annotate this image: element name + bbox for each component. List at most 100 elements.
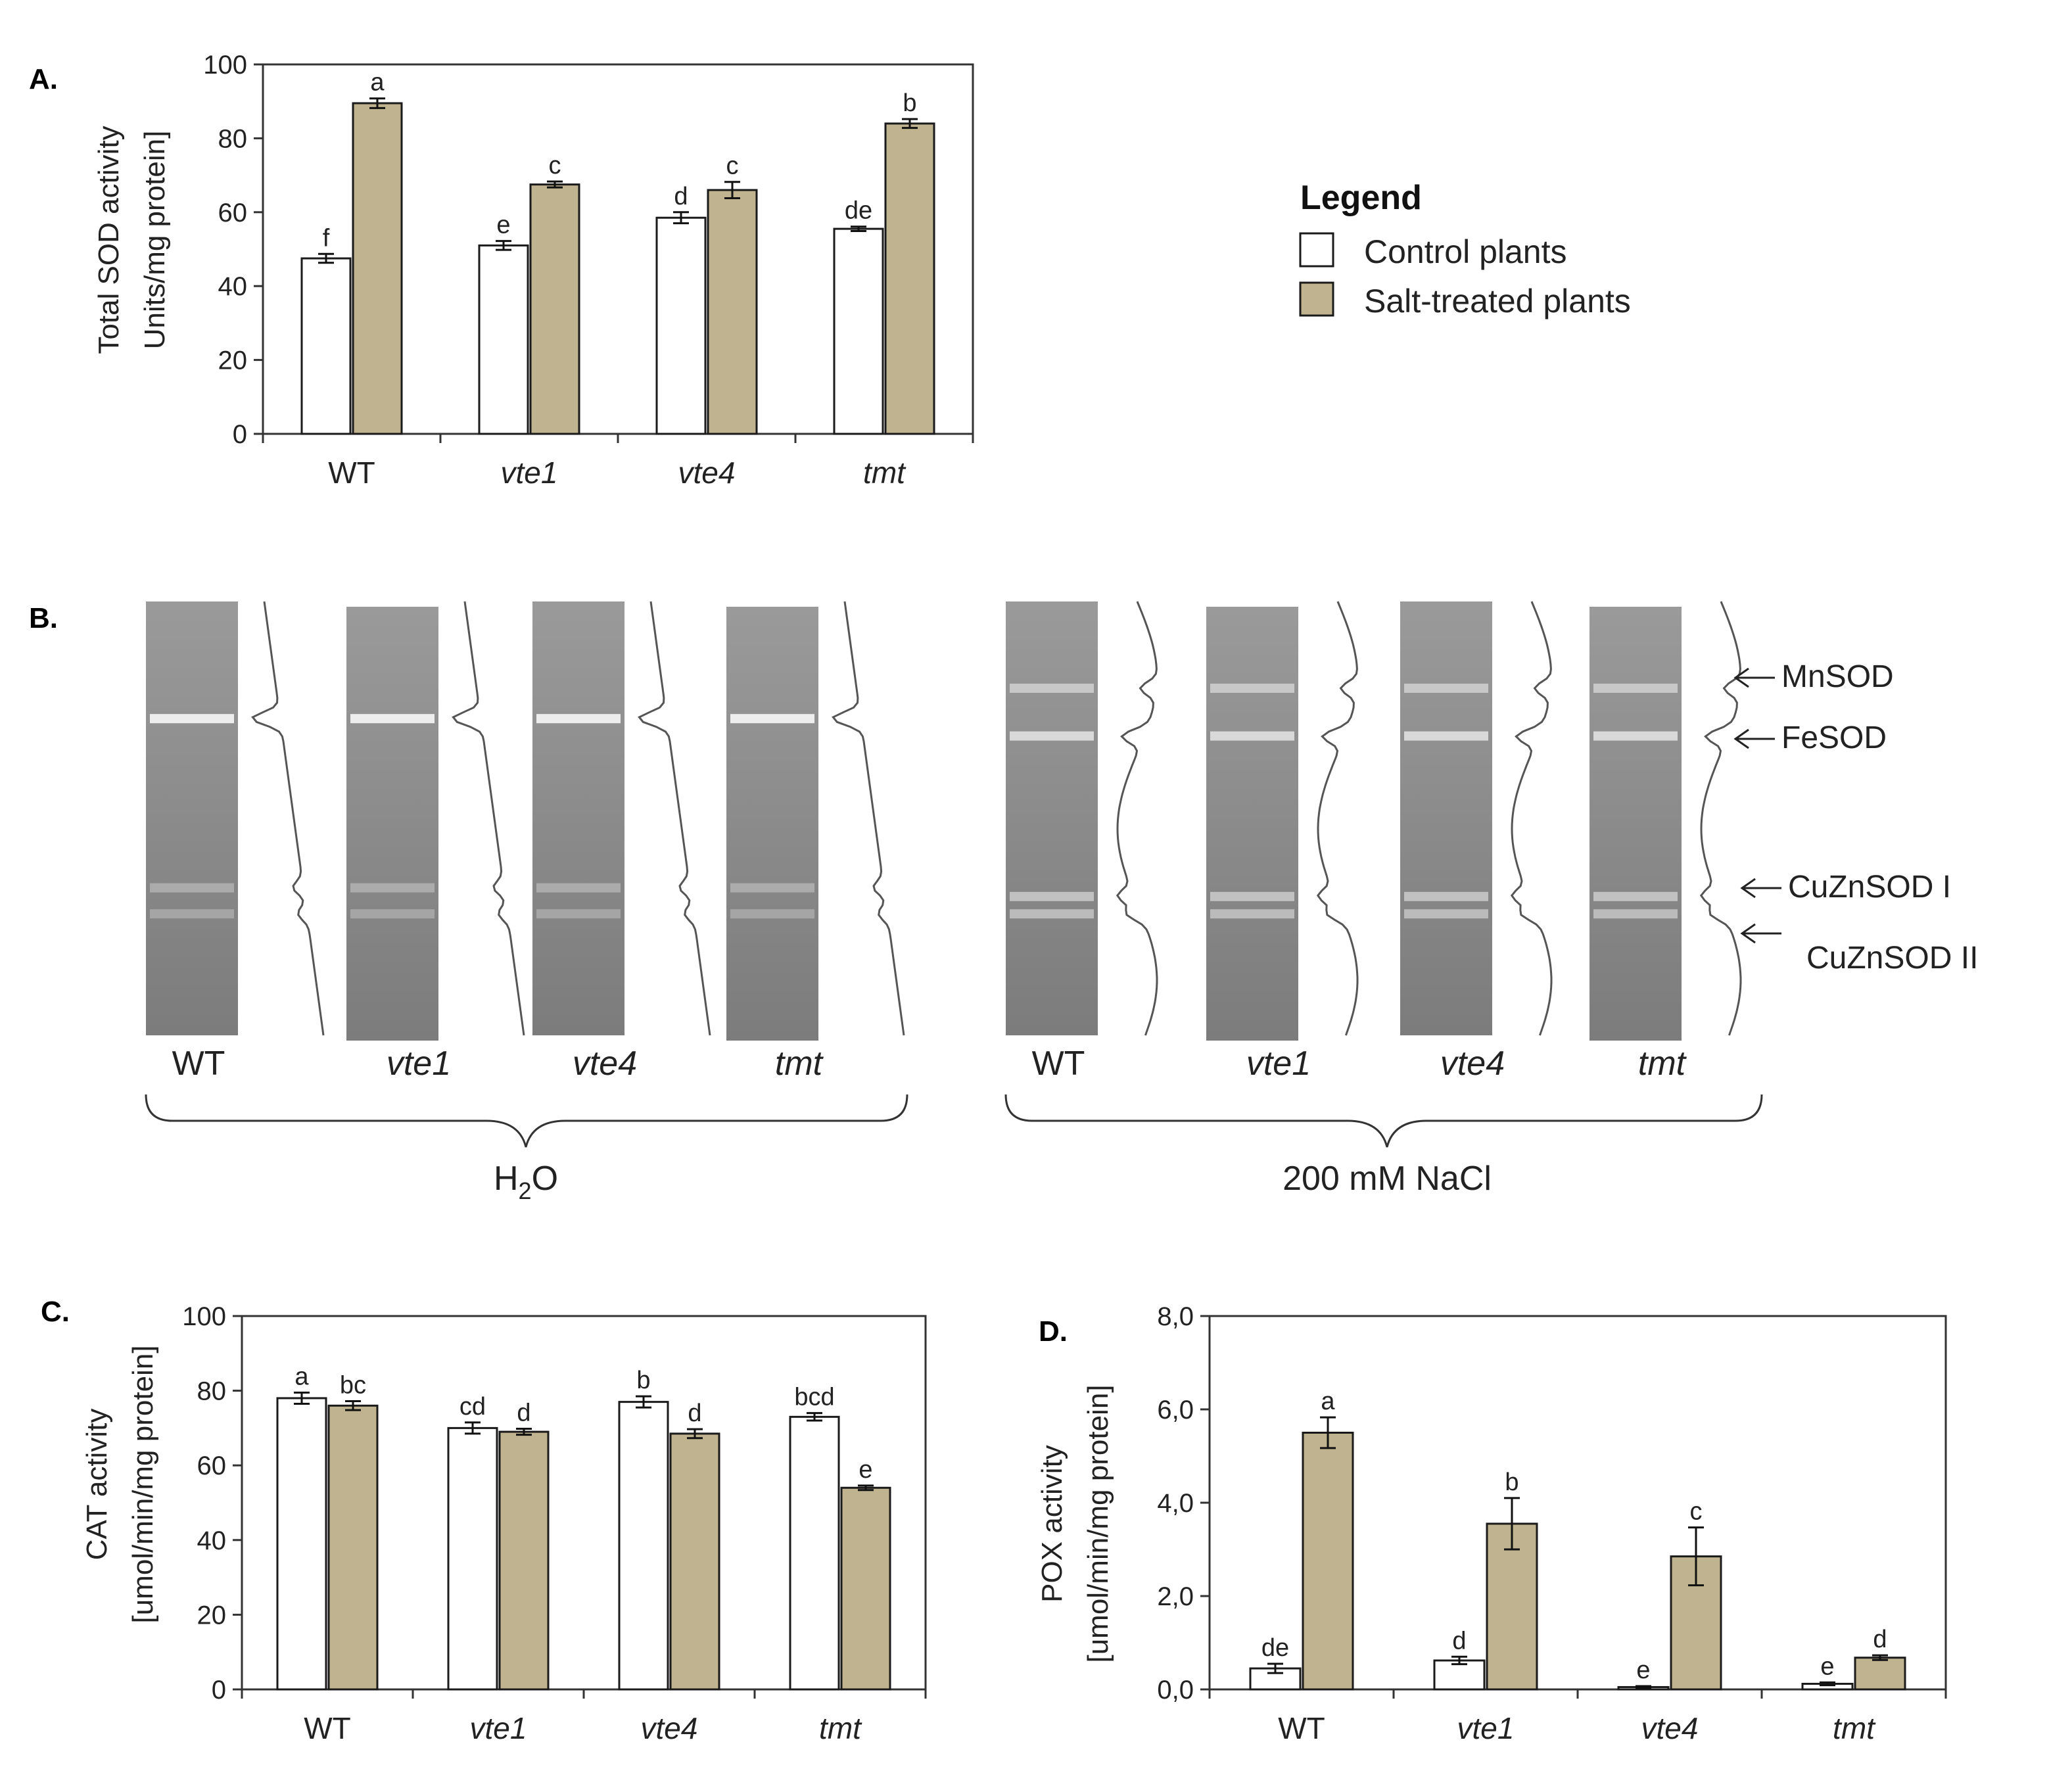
band-arrow-head [1740,878,1756,899]
band-arrow-head [1733,667,1749,688]
gel-lane-label: WT [1032,1045,1085,1083]
y-tick-label: 0 [212,1676,226,1705]
band-label: CuZnSOD I [1788,870,1951,905]
significance-label: a [1321,1388,1335,1415]
gel-lane [346,607,438,1041]
band-arrow-head [1733,728,1749,749]
bar-control [478,244,529,435]
significance-label: de [845,197,872,225]
gel-band [350,714,435,724]
gel-band [1210,909,1294,919]
y-tick-label: 0 [233,420,247,449]
gel-band [1210,891,1294,901]
y-tick-label: 60 [218,199,248,227]
significance-label: b [903,89,916,117]
gel-band [536,714,621,724]
significance-label: c [726,153,739,180]
gel-lane-label: WT [172,1045,225,1083]
panel-b-zymogram: B. WT vte1 vte4 tmt WT vte1 vte4 tmt MnSOD FeSOD… [29,601,1978,1204]
gel-lane-label: tmt [1638,1045,1687,1083]
gel-lane-label: tmt [775,1045,824,1083]
category-label: WT [1278,1711,1325,1745]
y-tick-label: 4,0 [1157,1489,1194,1518]
category-label: vte4 [678,456,736,490]
gel-band [150,714,234,724]
category-label: tmt [863,456,906,490]
category-label: vte4 [641,1711,698,1745]
significance-label: e [1636,1657,1650,1684]
significance-label: b [1505,1469,1519,1496]
densitometry-trace [1510,601,1553,1036]
y-tick-label: 60 [197,1451,227,1480]
bar-control [447,1426,498,1691]
densitometry-trace [1116,601,1158,1036]
condition-water: H2O [494,1160,558,1204]
gel-band [1404,731,1488,741]
gel-lane-label: vte1 [387,1045,451,1083]
gel-band [1010,891,1094,901]
panel-d-letter: D. [1039,1315,1068,1348]
gel-band [730,909,814,919]
y-tick-label: 40 [197,1526,227,1555]
gel-band [350,909,435,919]
densitometry-trace [452,601,525,1036]
significance-label: c [549,152,561,179]
significance-label: f [323,224,330,252]
gel-lane [1400,601,1492,1035]
significance-label: c [1690,1498,1703,1526]
category-label: tmt [1833,1711,1876,1745]
gel-band [1210,731,1294,741]
gel-lane-labels: WT vte1 vte4 tmt WT vte1 vte4 tmt [172,1045,1687,1083]
category-label: vte1 [470,1711,527,1745]
significance-label: a [370,69,385,97]
significance-label: cd [459,1393,486,1421]
gel-band [1010,731,1094,741]
gel-lane [146,601,238,1035]
panel-d-pox-chart: D. POX activity [umol/min/mg protein] 0,… [1036,1302,1947,1745]
band-label: MnSOD [1781,659,1894,694]
legend-swatch-salt [1299,281,1334,317]
gel-lane-label: vte1 [1246,1045,1311,1083]
panel-c-ylabel-line1: CAT activity [81,1409,113,1561]
significance-label: bc [340,1372,366,1400]
band-label: CuZnSOD II [1806,941,1978,976]
panel-d-ylabel-line2: [umol/min/mg protein] [1082,1384,1114,1662]
panel-c-letter: C. [41,1296,70,1328]
category-label: tmt [819,1711,862,1745]
gel-band [150,883,234,893]
panel-a-ylabel-line2: Units/mg protein] [139,131,171,350]
category-label: WT [328,456,375,490]
legend-item-salt: Salt-treated plants [1364,283,1631,319]
gel-lane [1006,601,1098,1035]
bar-control [300,257,352,435]
panel-d-plot: 0,0 2,0 4,0 6,0 8,0 WT de a vte1 d b vte4 e c tmt e d [1157,1302,1947,1745]
densitometry-trace [251,601,325,1036]
significance-label: e [496,212,510,239]
densitometry-trace [832,601,905,1036]
significance-label: d [688,1400,701,1427]
bar-salt [1302,1432,1354,1691]
bar-control [789,1415,840,1691]
bar-salt [352,102,403,435]
gel-band-labels: MnSOD FeSOD CuZnSOD I CuZnSOD II [1733,659,1978,976]
gel-lane-label: vte4 [1440,1045,1505,1083]
significance-label: d [674,183,688,210]
y-tick-label: 100 [182,1302,226,1331]
category-label: vte1 [1457,1711,1515,1745]
significance-label: d [1452,1627,1466,1655]
significance-label: b [636,1367,650,1394]
bar-salt [529,183,580,435]
gel-lane [532,601,624,1035]
bar-control [655,216,707,435]
gel-band [1010,909,1094,919]
bar-control [618,1401,669,1691]
bar-control [1433,1659,1486,1691]
densitometry-trace [1316,601,1359,1036]
gel-lane [1589,607,1682,1041]
significance-label: a [294,1363,309,1390]
gel-band [1593,684,1678,693]
bar-salt [327,1404,379,1691]
bar-control [276,1397,327,1691]
significance-label: d [1873,1626,1887,1653]
panel-c-ylabel-line2: [umol/min/mg protein] [127,1345,159,1623]
